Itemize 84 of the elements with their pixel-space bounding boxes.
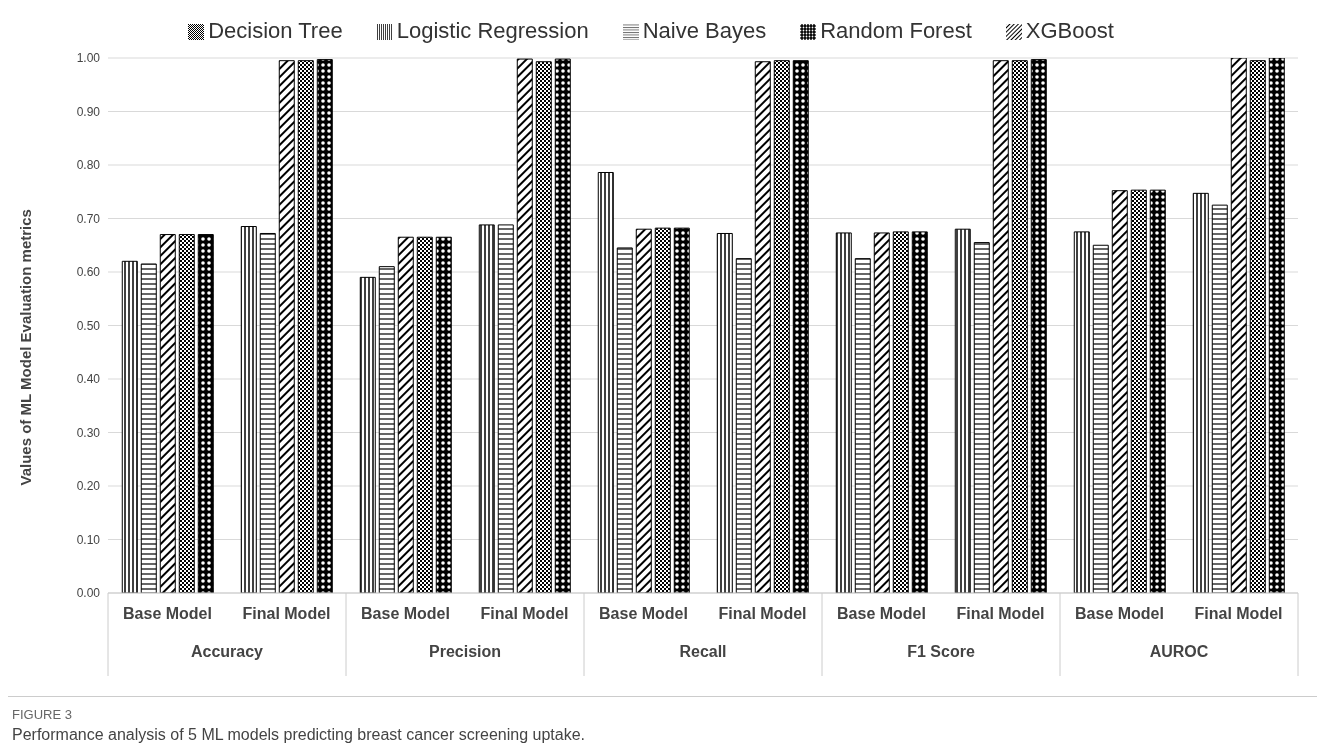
y-tick-label: 0.10 bbox=[76, 532, 101, 547]
text: Recall bbox=[679, 643, 727, 660]
bar bbox=[1111, 190, 1128, 593]
bar bbox=[954, 228, 971, 593]
y-tick-label: 0.80 bbox=[76, 158, 101, 173]
bar bbox=[435, 236, 452, 593]
bar bbox=[873, 232, 890, 593]
bar bbox=[554, 58, 571, 593]
bar bbox=[535, 61, 552, 593]
y-tick-label: 0.00 bbox=[76, 586, 101, 601]
x-tick-label: Final Model bbox=[480, 605, 569, 622]
bar bbox=[197, 234, 214, 593]
y-tick-label: 0.60 bbox=[76, 265, 101, 280]
x-tick-label: Final Model bbox=[242, 605, 331, 622]
text: Precision bbox=[428, 643, 502, 660]
bar bbox=[359, 276, 376, 593]
bar bbox=[378, 266, 395, 593]
bar bbox=[597, 171, 614, 593]
bar bbox=[1011, 60, 1028, 593]
text: Accuracy bbox=[190, 643, 264, 660]
x-tick-label: Base Model bbox=[361, 605, 450, 622]
legend-label: Logistic Regression bbox=[396, 18, 589, 43]
x-tick-label: Final Model bbox=[718, 605, 807, 622]
y-tick-label: 0.70 bbox=[76, 211, 101, 226]
bar bbox=[754, 61, 771, 593]
text: F1 Score bbox=[907, 643, 975, 660]
bar bbox=[259, 232, 276, 593]
bar bbox=[140, 263, 157, 593]
bar bbox=[497, 224, 514, 593]
bar bbox=[854, 258, 871, 593]
bar bbox=[159, 234, 176, 593]
bar bbox=[773, 60, 790, 593]
x-tick-label: Final Model bbox=[1194, 605, 1283, 622]
bar bbox=[1130, 189, 1147, 593]
bar bbox=[835, 232, 852, 593]
bar bbox=[654, 227, 671, 593]
bar bbox=[478, 224, 495, 593]
caption: FIGURE 3 bbox=[12, 707, 73, 722]
bar bbox=[1030, 59, 1047, 593]
bar bbox=[416, 236, 433, 593]
bar bbox=[892, 231, 909, 593]
legend-label: Random Forest bbox=[820, 18, 972, 43]
bar bbox=[121, 260, 138, 593]
x-tick-label: Final Model bbox=[956, 605, 1045, 622]
y-tick-label: 0.90 bbox=[76, 104, 101, 119]
bar bbox=[397, 236, 414, 593]
bar bbox=[992, 60, 1009, 593]
bar bbox=[911, 231, 928, 593]
bar bbox=[616, 247, 633, 593]
bar bbox=[1073, 231, 1090, 593]
y-tick-label: 0.50 bbox=[76, 318, 101, 333]
bar bbox=[1211, 204, 1228, 593]
y-tick-label: 1.00 bbox=[76, 51, 101, 66]
bar bbox=[297, 60, 314, 593]
bar bbox=[278, 60, 295, 593]
legend-label: Naive Bayes bbox=[642, 18, 767, 43]
legend-label: Decision Tree bbox=[208, 18, 343, 43]
bar bbox=[673, 227, 690, 593]
bar bbox=[792, 60, 809, 593]
x-tick-label: Base Model bbox=[123, 605, 212, 622]
bar bbox=[973, 242, 990, 593]
bar bbox=[178, 234, 195, 593]
bar bbox=[1249, 60, 1266, 593]
x-tick-label: Base Model bbox=[837, 605, 926, 622]
legend-label: XGBoost bbox=[1025, 18, 1114, 43]
bar bbox=[716, 232, 733, 593]
x-tick-label: Base Model bbox=[599, 605, 688, 622]
bar bbox=[1092, 244, 1109, 593]
y-axis-title: Values of ML Model Evaluation metrics bbox=[17, 209, 35, 486]
y-tick-label: 0.30 bbox=[76, 425, 101, 440]
bar bbox=[635, 228, 652, 593]
bar bbox=[735, 258, 752, 593]
bar bbox=[516, 58, 533, 593]
bar bbox=[1149, 189, 1166, 593]
bar bbox=[240, 226, 257, 593]
y-tick-label: 0.20 bbox=[76, 479, 101, 494]
bar bbox=[1268, 58, 1285, 593]
text: Performance analysis of 5 ML models predicting breast cancer screening uptake. bbox=[12, 726, 587, 744]
bar bbox=[1230, 58, 1247, 593]
text: AUROC bbox=[1149, 643, 1209, 660]
bar bbox=[1192, 192, 1209, 593]
bar bbox=[316, 59, 333, 593]
y-tick-label: 0.40 bbox=[76, 372, 101, 387]
x-tick-label: Base Model bbox=[1075, 605, 1164, 622]
